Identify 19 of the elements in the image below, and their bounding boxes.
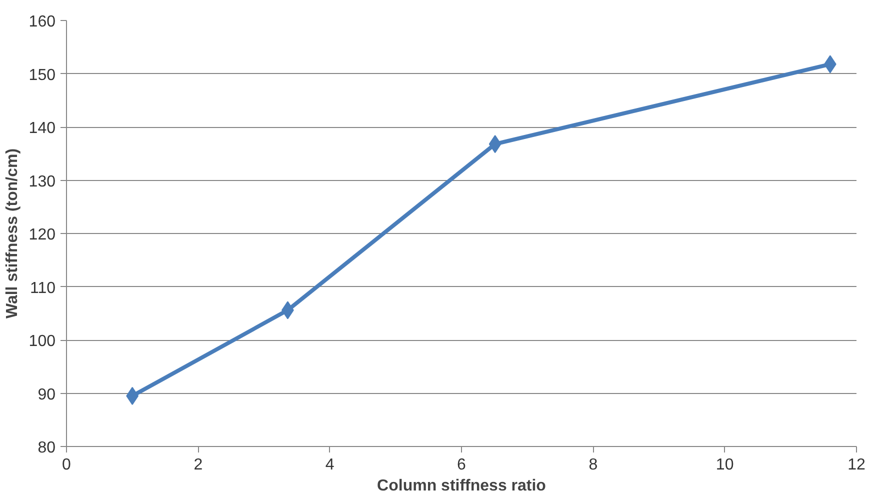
- y-axis-title: Wall stiffness (ton/cm): [4, 148, 21, 319]
- y-tick-label: 90: [38, 386, 56, 404]
- point: [488, 135, 502, 154]
- x-tick-label: 4: [325, 456, 334, 474]
- x-tick-label: 0: [62, 456, 72, 474]
- x-tick-label: 10: [716, 456, 734, 474]
- y-tick-label: 110: [30, 280, 56, 297]
- y-tick-label: 150: [28, 66, 56, 84]
- y-tick-label: 100: [28, 333, 56, 350]
- x-tick-label: 2: [194, 456, 203, 474]
- x-tick-label: 12: [848, 456, 866, 474]
- y-tick-label: 140: [28, 120, 56, 137]
- y-tick-label: 120: [28, 226, 56, 244]
- y-tick-label: 80: [38, 440, 56, 456]
- x-tick-label: 6: [457, 456, 466, 474]
- y-tick-label: 160: [28, 14, 56, 30]
- x-tick-label: 8: [588, 456, 598, 474]
- x-axis-title: Column stiffness ratio: [377, 478, 546, 494]
- y-tick-label: 130: [28, 173, 56, 190]
